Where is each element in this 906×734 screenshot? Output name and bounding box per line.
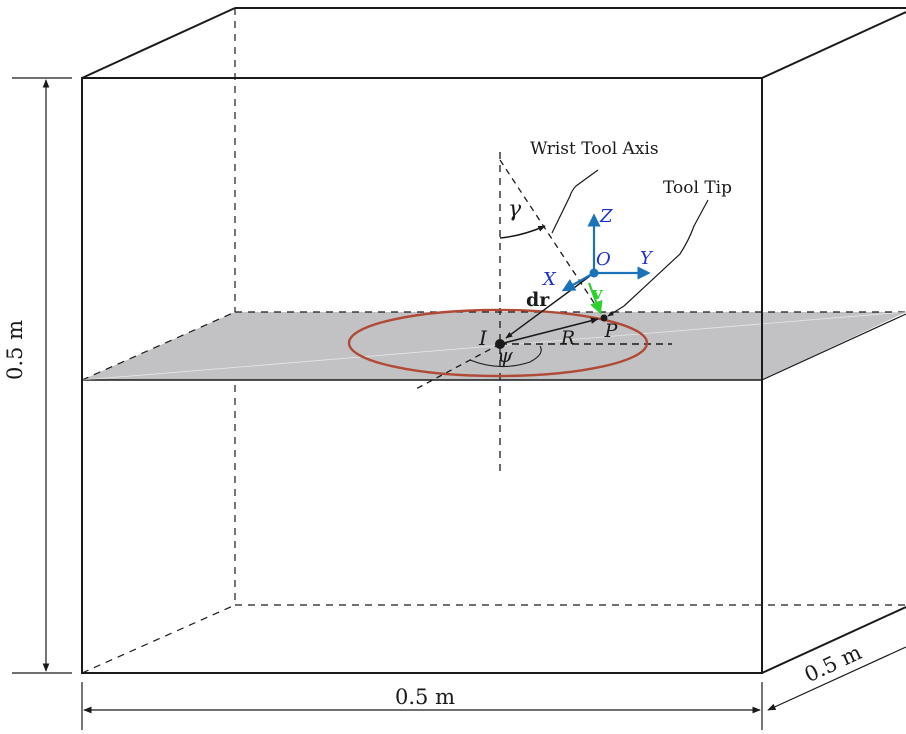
trajectory-circle — [347, 308, 649, 378]
psi-label: ψ — [497, 343, 513, 367]
axis-Z-label: Z — [599, 206, 613, 227]
hidden-box-edges — [81, 8, 906, 674]
velocity-vector — [587, 282, 603, 315]
tool-tip-callout: Tool Tip — [607, 178, 732, 317]
origin-O — [589, 268, 599, 278]
point-I — [495, 339, 505, 349]
velocity-label: v — [591, 283, 603, 304]
horizontal-plane — [81, 311, 906, 381]
visible-box-edges — [81, 7, 906, 674]
axis-X-label: X — [541, 269, 557, 290]
point-P-label: P — [604, 320, 619, 342]
local-coordinate-frame: Z Y X O — [541, 206, 654, 292]
radius-vector — [499, 317, 599, 345]
dr-label: dr — [526, 289, 550, 311]
psi-angle-arc — [469, 345, 542, 368]
point-I-label: I — [478, 326, 488, 350]
width-dimension-label: 0.5 m — [395, 685, 455, 709]
radius-label: R — [560, 327, 575, 349]
width-dimension: 0.5 m — [81, 682, 763, 730]
gamma-angle-arc — [499, 225, 546, 239]
height-dimension-label: 0.5 m — [3, 320, 27, 380]
height-dimension: 0.5 m — [3, 77, 72, 674]
wrist-tool-axis-line — [499, 159, 605, 319]
tool-tip-label: Tool Tip — [663, 178, 732, 198]
gamma-label: γ — [508, 197, 522, 222]
wrist-tool-axis-callout: Wrist Tool Axis — [530, 139, 659, 234]
wrist-tool-axis-extension — [413, 343, 501, 391]
point-P — [600, 314, 608, 322]
origin-O-label: O — [596, 249, 611, 270]
axis-X-arrow — [561, 272, 595, 292]
depth-dimension: 0.5 m — [767, 640, 906, 711]
wrist-tool-axis-label: Wrist Tool Axis — [530, 139, 659, 159]
axis-Y-label: Y — [640, 248, 654, 269]
